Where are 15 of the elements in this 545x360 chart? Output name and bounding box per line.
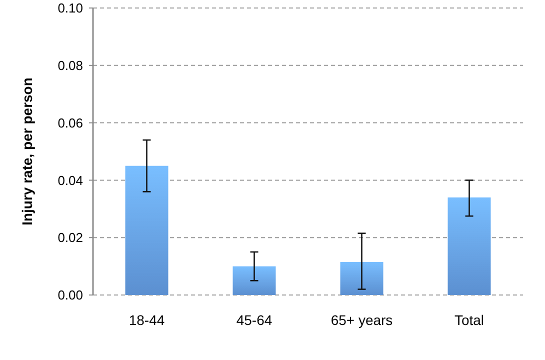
bar: [448, 197, 491, 295]
y-axis-title: Injury rate, per person: [19, 78, 35, 226]
x-tick-label: 45-64: [236, 312, 272, 328]
y-tick-label: 0.04: [58, 172, 83, 188]
x-tick-label: 65+ years: [330, 312, 393, 328]
x-tick-label: 18-44: [128, 312, 165, 328]
x-tick-label: Total: [454, 312, 484, 328]
y-tick-label: 0.10: [58, 0, 83, 16]
y-tick-label: 0.00: [58, 288, 83, 303]
bar: [232, 266, 276, 295]
bar: [340, 262, 384, 295]
y-tick-label: 0.08: [58, 58, 83, 73]
bar: [125, 166, 168, 295]
y-tick-label: 0.06: [58, 115, 83, 130]
y-tick-label: 0.02: [58, 230, 83, 246]
